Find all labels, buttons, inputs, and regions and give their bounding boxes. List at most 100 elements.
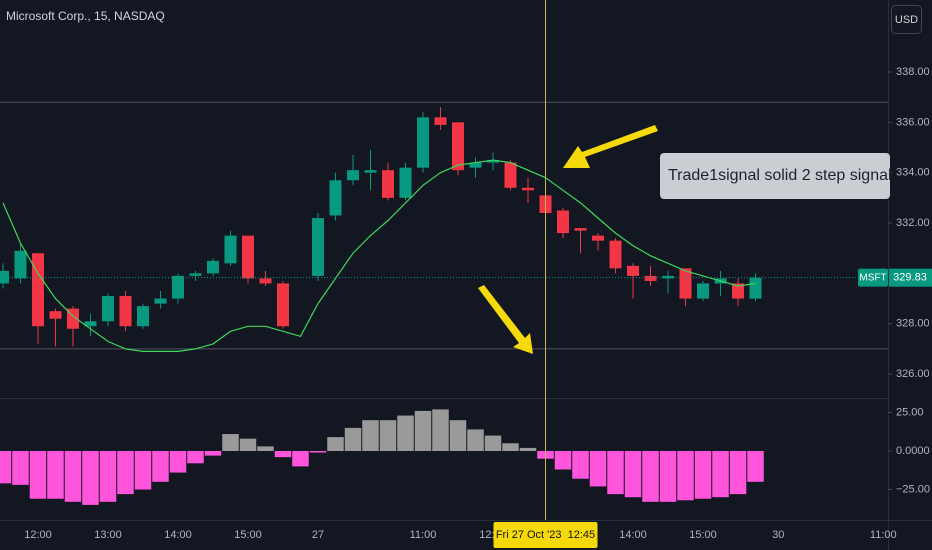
candle-body (627, 265, 640, 276)
histogram-bar (257, 446, 274, 451)
crosshair-label-box (493, 522, 598, 548)
x-tick-label: 11:00 (870, 529, 897, 541)
candle-body (329, 180, 342, 216)
histogram-bar (449, 420, 467, 451)
histogram-bar (169, 450, 187, 473)
histogram-bar (554, 450, 572, 470)
histogram-bar (47, 450, 64, 499)
y-tick-label: 336.00 (896, 116, 930, 128)
candle-body (49, 311, 62, 319)
histogram-bar (0, 450, 12, 484)
candle-body (749, 277, 762, 299)
histogram-bar (362, 420, 379, 451)
histogram-bar (397, 415, 414, 451)
candle-body (101, 296, 114, 322)
candle-body (241, 235, 254, 279)
candle-body (119, 296, 132, 327)
currency-button[interactable] (891, 5, 922, 34)
candle-body (276, 283, 289, 327)
histogram-bar (344, 427, 362, 451)
x-tick-label: 15:00 (689, 529, 717, 541)
histogram-bar (432, 409, 449, 451)
histogram-bar (99, 450, 117, 502)
histogram-bar (152, 450, 169, 482)
candle-body (416, 117, 429, 168)
candle-body (0, 270, 9, 284)
histogram-bar (677, 450, 694, 501)
price-badge (889, 268, 932, 287)
candle-body (364, 170, 377, 173)
candle-body (259, 278, 272, 284)
currency[interactable]: USD (895, 14, 918, 26)
histogram-bar (747, 450, 764, 482)
y-tick-label: −25.00 (896, 483, 930, 495)
histogram-bar (502, 443, 519, 451)
histogram-bar (117, 450, 134, 495)
candle-body (31, 253, 44, 327)
histogram-bar (729, 450, 747, 495)
y-tick-label: 328.00 (896, 318, 930, 330)
y-tick-label: 0.0000 (896, 445, 930, 457)
histogram-bar (484, 435, 502, 451)
candle-body (381, 170, 394, 198)
callout-box (660, 153, 890, 199)
candle-body (697, 283, 710, 299)
candle-body (574, 228, 587, 231)
candle-body (14, 250, 27, 279)
histogram-bar (467, 429, 484, 451)
histogram-bar (624, 450, 642, 498)
candle-body (609, 240, 622, 269)
symbol-label: MSFT (859, 272, 886, 283)
candle-body (224, 235, 237, 264)
x-tick-label: 15:00 (234, 529, 262, 541)
crosshair-label: Fri 27 Oct '23 12:45 (496, 529, 595, 541)
histogram-bar (379, 420, 397, 451)
histogram-bar (134, 450, 152, 490)
x-tick-label: 13:00 (94, 529, 122, 541)
candle-body (557, 210, 570, 234)
candle-body (644, 275, 657, 281)
histogram-bar (414, 410, 432, 451)
x-tick-label: 14:00 (619, 529, 647, 541)
histogram-bar (694, 450, 712, 499)
candle-body (732, 283, 745, 299)
candle-body (679, 268, 692, 299)
histogram-bar (309, 450, 327, 453)
candle-body (136, 306, 149, 327)
histogram-bar (659, 450, 677, 502)
candle-body (592, 235, 605, 241)
histogram-bar (589, 450, 607, 487)
candle-body (522, 187, 535, 191)
y-tick-label: 25.00 (896, 406, 924, 418)
symbol-title: Microsoft Corp., 15, NASDAQ (6, 9, 165, 23)
histogram-bar (607, 450, 624, 495)
histogram-bar (29, 450, 47, 499)
callout-text: Trade1signal solid 2 step signal (668, 167, 892, 184)
histogram-bar (82, 450, 99, 505)
histogram-bar (12, 450, 29, 485)
x-tick-label: 27 (312, 529, 324, 541)
candle-body (84, 321, 97, 327)
candle-body (154, 298, 167, 304)
histogram-bar (572, 450, 589, 479)
x-tick-label: 11:00 (410, 529, 437, 541)
y-tick-label: 332.00 (896, 217, 930, 229)
arrow (563, 125, 658, 168)
last-price-label: 329.83 (893, 272, 927, 284)
candle-body (487, 160, 500, 163)
candle-body (434, 117, 447, 125)
x-tick-label: 30 (772, 529, 784, 541)
histogram-bar (222, 434, 239, 451)
histogram-bar (519, 447, 537, 451)
candle-body (504, 162, 517, 188)
histogram-bar (712, 450, 729, 498)
histogram-bar (274, 450, 292, 458)
x-tick-label: 12:00 (24, 529, 52, 541)
histogram-bar (327, 437, 344, 451)
candle-body (399, 167, 412, 198)
histogram-bar (239, 438, 257, 451)
symbol-badge (858, 268, 888, 287)
histogram-bar (204, 450, 222, 456)
histogram-bar (292, 450, 309, 467)
candle-body (171, 275, 184, 299)
